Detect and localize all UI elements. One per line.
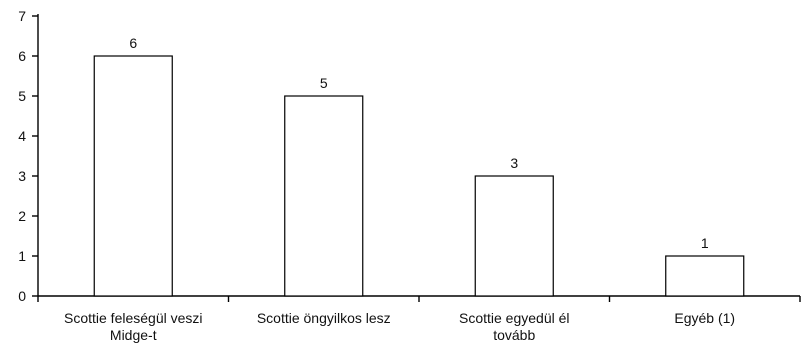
y-tick-label: 3 [18, 168, 26, 184]
y-axis: 0 1 2 3 4 5 6 7 [18, 8, 39, 304]
bar [93, 55, 173, 297]
data-label: 5 [320, 75, 328, 91]
category-label: Scottie egyedül él [459, 310, 570, 326]
data-label: 6 [129, 35, 137, 51]
y-tick-label: 1 [18, 248, 26, 264]
bar [665, 255, 745, 297]
category-label: Egyéb (1) [674, 310, 735, 326]
y-tick-label: 6 [18, 48, 26, 64]
category-label: tovább [493, 327, 535, 343]
bars [93, 55, 745, 297]
data-label: 1 [701, 235, 709, 251]
bar [284, 95, 364, 297]
category-label: Scottie öngyilkos lesz [257, 310, 391, 326]
data-label: 3 [510, 155, 518, 171]
bar [474, 175, 554, 297]
x-axis [37, 295, 801, 302]
y-tick-label: 5 [18, 88, 26, 104]
data-labels: 6 5 3 1 [129, 35, 709, 251]
category-label: Midge-t [110, 327, 157, 343]
y-tick-label: 2 [18, 208, 26, 224]
y-tick-label: 7 [18, 8, 26, 24]
y-tick-label: 4 [18, 128, 26, 144]
category-label: Scottie feleségül veszi [64, 310, 203, 326]
y-tick-label: 0 [18, 288, 26, 304]
